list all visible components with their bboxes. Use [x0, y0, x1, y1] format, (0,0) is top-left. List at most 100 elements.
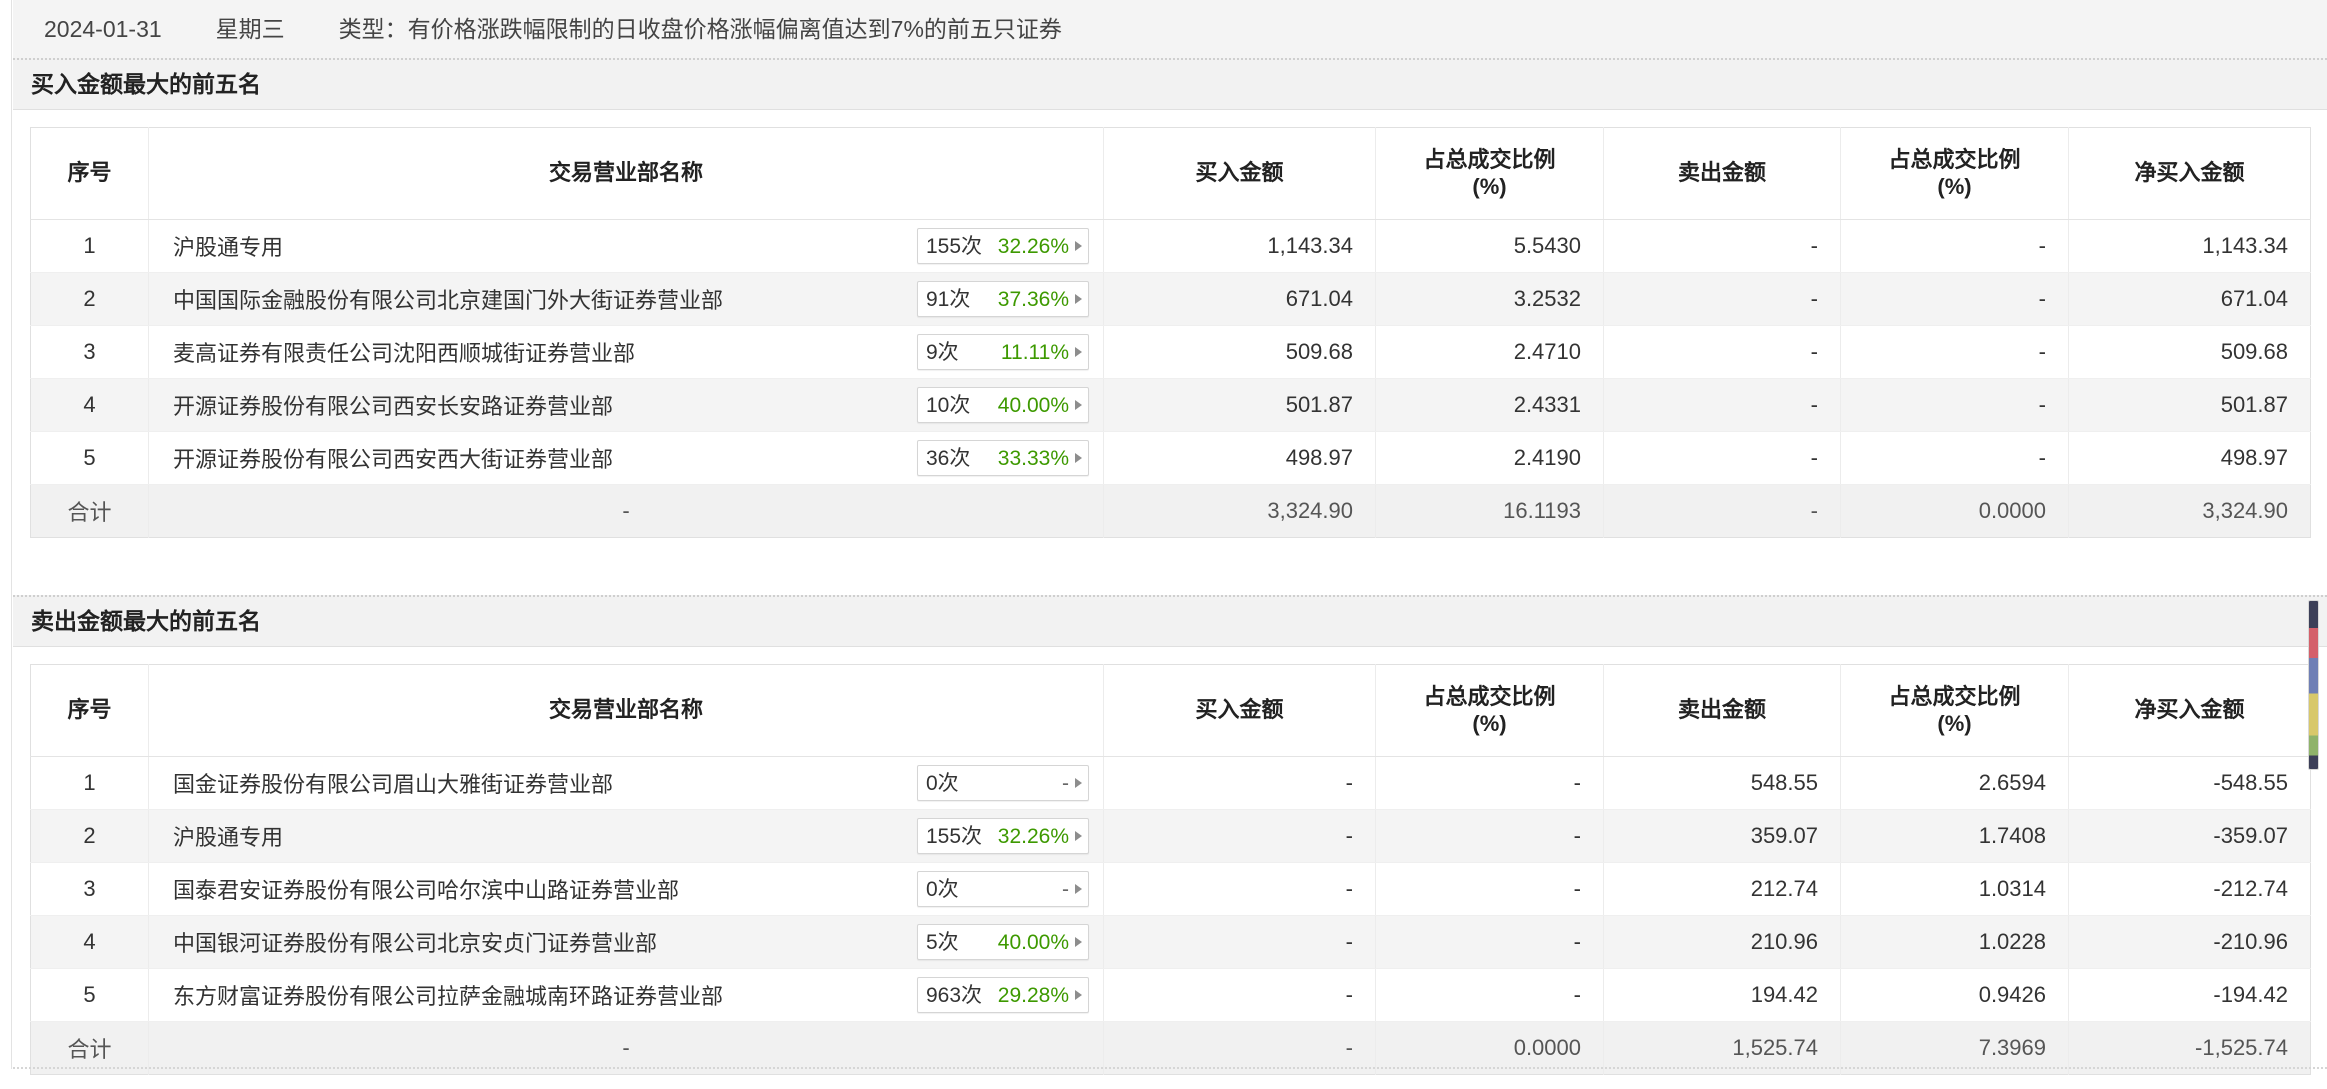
chevron-right-icon[interactable] [1075, 294, 1082, 304]
badge-percent: 29.28% [997, 983, 1069, 1007]
branch-name-text: 沪股通专用 [173, 825, 284, 850]
cell-branch-name[interactable]: 沪股通专用 155次 32.26% [148, 809, 1104, 863]
branch-stats-badge[interactable]: 5次 40.00% [917, 924, 1089, 960]
branch-stats-badge[interactable]: 36次 33.33% [917, 440, 1089, 476]
right-edge-panel-sliver[interactable] [2308, 600, 2319, 770]
chevron-right-icon[interactable] [1075, 937, 1082, 947]
table-row[interactable]: 5 东方财富证券股份有限公司拉萨金融城南环路证券营业部 963次 29.28% - -19… [30, 968, 2311, 1022]
table-header-row: 序号 交易营业部名称 买入金额 占总成交比例 (%) 卖出金额 占总成交比例 (… [30, 127, 2311, 220]
table-row[interactable]: 5 开源证券股份有限公司西安西大街证券营业部 36次 33.33% 498.97 2.41… [30, 431, 2311, 485]
cell-buy-amount: 501.87 [1103, 378, 1376, 432]
meta-bar: 2024-01-31 星期三 类型：有价格涨跌幅限制的日收盘价格涨幅偏离值达到7… [13, 0, 2327, 58]
branch-name-text: 开源证券股份有限公司西安长安路证券营业部 [173, 394, 614, 419]
branch-stats-badge[interactable]: 155次 32.26% [917, 228, 1089, 264]
col-header-sell-pct-line1: 占总成交比例 [1888, 146, 2021, 172]
branch-stats-badge[interactable]: 10次 40.00% [917, 387, 1089, 423]
total-sell-percent: 7.3969 [1840, 1021, 2069, 1075]
cell-sell-percent: 1.7408 [1840, 809, 2069, 863]
cell-sell-amount: - [1603, 219, 1841, 273]
total-net-buy: -1,525.74 [2068, 1021, 2311, 1075]
table-row[interactable]: 4 开源证券股份有限公司西安长安路证券营业部 10次 40.00% 501.87 2.43… [30, 378, 2311, 432]
branch-stats-badge[interactable]: 0次 - [917, 765, 1089, 801]
col-header-buy-amount: 买入金额 [1103, 664, 1376, 757]
cell-branch-name[interactable]: 麦高证券有限责任公司沈阳西顺城街证券营业部 9次 11.11% [148, 325, 1104, 379]
cell-net-buy: 1,143.34 [2068, 219, 2311, 273]
table-row[interactable]: 4 中国银河证券股份有限公司北京安贞门证券营业部 5次 40.00% - -210.96 1… [30, 915, 2311, 969]
cell-sell-percent: - [1840, 378, 2069, 432]
cell-sell-amount: 548.55 [1603, 756, 1841, 810]
branch-name-text: 开源证券股份有限公司西安西大街证券营业部 [173, 447, 614, 472]
cell-index: 5 [30, 431, 149, 485]
chevron-right-icon[interactable] [1075, 400, 1082, 410]
cell-branch-name[interactable]: 国泰君安证券股份有限公司哈尔滨中山路证券营业部 0次 - [148, 862, 1104, 916]
branch-name-text: 麦高证券有限责任公司沈阳西顺城街证券营业部 [173, 341, 636, 366]
table-header-row: 序号 交易营业部名称 买入金额 占总成交比例 (%) 卖出金额 占总成交比例 (… [30, 664, 2311, 757]
branch-name-text: 沪股通专用 [173, 235, 284, 260]
cell-branch-name[interactable]: 国金证券股份有限公司眉山大雅街证券营业部 0次 - [148, 756, 1104, 810]
cell-buy-percent: 5.5430 [1375, 219, 1604, 273]
cell-net-buy: -548.55 [2068, 756, 2311, 810]
cell-buy-amount: - [1103, 915, 1376, 969]
col-header-index: 序号 [30, 127, 149, 220]
section-title: 买入金额最大的前五名 [31, 71, 261, 97]
chevron-right-icon[interactable] [1075, 831, 1082, 841]
branch-stats-badge[interactable]: 963次 29.28% [917, 977, 1089, 1013]
chevron-right-icon[interactable] [1075, 884, 1082, 894]
total-sell-amount: - [1603, 484, 1841, 538]
badge-percent: 40.00% [997, 930, 1069, 954]
cell-branch-name[interactable]: 开源证券股份有限公司西安西大街证券营业部 36次 33.33% [148, 431, 1104, 485]
cell-net-buy: -359.07 [2068, 809, 2311, 863]
total-buy-percent: 0.0000 [1375, 1021, 1604, 1075]
cell-buy-amount: - [1103, 862, 1376, 916]
badge-count: 0次 [926, 771, 959, 795]
cell-sell-amount: 212.74 [1603, 862, 1841, 916]
left-rail [0, 0, 12, 1069]
cell-index: 3 [30, 862, 149, 916]
total-sell-percent: 0.0000 [1840, 484, 2069, 538]
chevron-right-icon[interactable] [1075, 778, 1082, 788]
cell-buy-amount: 498.97 [1103, 431, 1376, 485]
cell-branch-name[interactable]: 中国国际金融股份有限公司北京建国门外大街证券营业部 91次 37.36% [148, 272, 1104, 326]
badge-count: 9次 [926, 340, 959, 364]
total-buy-percent: 16.1193 [1375, 484, 1604, 538]
cell-net-buy: -210.96 [2068, 915, 2311, 969]
chevron-right-icon[interactable] [1075, 453, 1082, 463]
branch-stats-badge[interactable]: 0次 - [917, 871, 1089, 907]
table-row[interactable]: 1 国金证券股份有限公司眉山大雅街证券营业部 0次 - - -548.55 2.6594 -5… [30, 756, 2311, 810]
branch-stats-badge[interactable]: 155次 32.26% [917, 818, 1089, 854]
branch-name-text: 国泰君安证券股份有限公司哈尔滨中山路证券营业部 [173, 878, 680, 903]
cell-sell-percent: 0.9426 [1840, 968, 2069, 1022]
cell-branch-name[interactable]: 开源证券股份有限公司西安长安路证券营业部 10次 40.00% [148, 378, 1104, 432]
col-header-sell-pct-line2: (%) [1937, 173, 1972, 199]
cell-index: 2 [30, 272, 149, 326]
table-row[interactable]: 1 沪股通专用 155次 32.26% 1,143.34 5.5430- -1,143.34 [30, 219, 2311, 273]
badge-percent: 40.00% [997, 393, 1069, 417]
cell-buy-amount: 1,143.34 [1103, 219, 1376, 273]
chevron-right-icon[interactable] [1075, 347, 1082, 357]
cell-net-buy: -194.42 [2068, 968, 2311, 1022]
branch-stats-badge[interactable]: 91次 37.36% [917, 281, 1089, 317]
meta-type: 类型：有价格涨跌幅限制的日收盘价格涨幅偏离值达到7%的前五只证券 [338, 15, 1062, 42]
section-sell-top5: 卖出金额最大的前五名 序号 交易营业部名称 买入金额 占总成交比例 (%) [13, 595, 2327, 1089]
col-header-buy-pct-line2: (%) [1472, 173, 1507, 199]
cell-sell-amount: 210.96 [1603, 915, 1841, 969]
section-header-sell: 卖出金额最大的前五名 [13, 595, 2327, 647]
cell-sell-amount: - [1603, 431, 1841, 485]
chevron-right-icon[interactable] [1075, 990, 1082, 1000]
cell-buy-percent: 2.4190 [1375, 431, 1604, 485]
col-header-buy-pct-line2: (%) [1472, 710, 1507, 736]
cell-branch-name[interactable]: 东方财富证券股份有限公司拉萨金融城南环路证券营业部 963次 29.28% [148, 968, 1104, 1022]
cell-sell-amount: - [1603, 325, 1841, 379]
table-wrapper-buy: 序号 交易营业部名称 买入金额 占总成交比例 (%) 卖出金额 占总成交比例 (… [13, 110, 2327, 552]
branch-stats-badge[interactable]: 9次 11.11% [917, 334, 1089, 370]
section-buy-top5: 买入金额最大的前五名 序号 交易营业部名称 买入金额 占总成交比例 (%) [13, 58, 2327, 552]
cell-index: 4 [30, 915, 149, 969]
table-row[interactable]: 3 麦高证券有限责任公司沈阳西顺城街证券营业部 9次 11.11% 509.68 2.47… [30, 325, 2311, 379]
table-row[interactable]: 2 沪股通专用 155次 32.26% - -359.07 1.7408 -359.07 [30, 809, 2311, 863]
table-row[interactable]: 3 国泰君安证券股份有限公司哈尔滨中山路证券营业部 0次 - - -212.74 1.031… [30, 862, 2311, 916]
cell-branch-name[interactable]: 中国银河证券股份有限公司北京安贞门证券营业部 5次 40.00% [148, 915, 1104, 969]
cell-branch-name[interactable]: 沪股通专用 155次 32.26% [148, 219, 1104, 273]
table-row[interactable]: 2 中国国际金融股份有限公司北京建国门外大街证券营业部 91次 37.36% 671.0… [30, 272, 2311, 326]
chevron-right-icon[interactable] [1075, 241, 1082, 251]
